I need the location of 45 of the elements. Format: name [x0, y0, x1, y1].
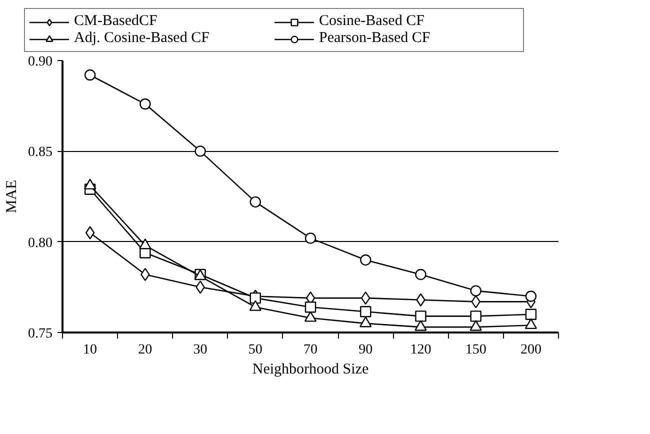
- x-tick-label: 200: [520, 342, 542, 358]
- point: [194, 146, 206, 157]
- x-tick-label: 10: [83, 342, 98, 358]
- legend-label: Cosine-Based CF: [319, 13, 426, 30]
- point: [470, 285, 482, 296]
- x-tick-label: 150: [465, 342, 486, 358]
- point: [416, 293, 426, 306]
- point: [525, 290, 537, 302]
- point: [470, 310, 482, 322]
- point: [415, 268, 426, 280]
- point: [85, 226, 95, 240]
- point: [249, 300, 262, 311]
- y-tick-label: 0.85: [28, 145, 52, 160]
- x-tick-label: 120: [410, 342, 432, 358]
- y-axis-title: MAE: [4, 180, 20, 214]
- legend-label: Pearson-Based CF: [319, 30, 432, 47]
- point: [140, 98, 151, 110]
- point: [84, 69, 96, 81]
- point: [414, 320, 427, 331]
- point: [304, 311, 317, 322]
- y-tick-label: 0.90: [28, 54, 52, 70]
- point: [415, 310, 426, 322]
- point: [360, 254, 372, 266]
- legend-label: CM-BasedCF: [74, 13, 158, 30]
- point: [304, 302, 316, 313]
- x-tick-label: 90: [358, 342, 373, 358]
- x-tick-label: 70: [304, 342, 318, 358]
- y-tick-label: 0.80: [28, 236, 52, 251]
- point: [360, 306, 372, 318]
- x-tick-label: 30: [193, 342, 208, 358]
- point: [250, 196, 261, 208]
- point: [250, 292, 261, 304]
- y-tick-label: 0.75: [28, 326, 52, 342]
- point: [196, 280, 205, 294]
- point: [360, 316, 372, 328]
- legend-label: Adj. Cosine-Based CF: [74, 30, 210, 47]
- point: [471, 295, 480, 308]
- point: [524, 318, 538, 330]
- point: [470, 320, 482, 331]
- point: [525, 308, 537, 320]
- point: [139, 238, 152, 250]
- point: [304, 232, 316, 244]
- x-axis-title: Neighborhood Size: [252, 362, 369, 378]
- x-tick-label: 20: [138, 342, 152, 358]
- x-tick-label: 50: [248, 342, 262, 358]
